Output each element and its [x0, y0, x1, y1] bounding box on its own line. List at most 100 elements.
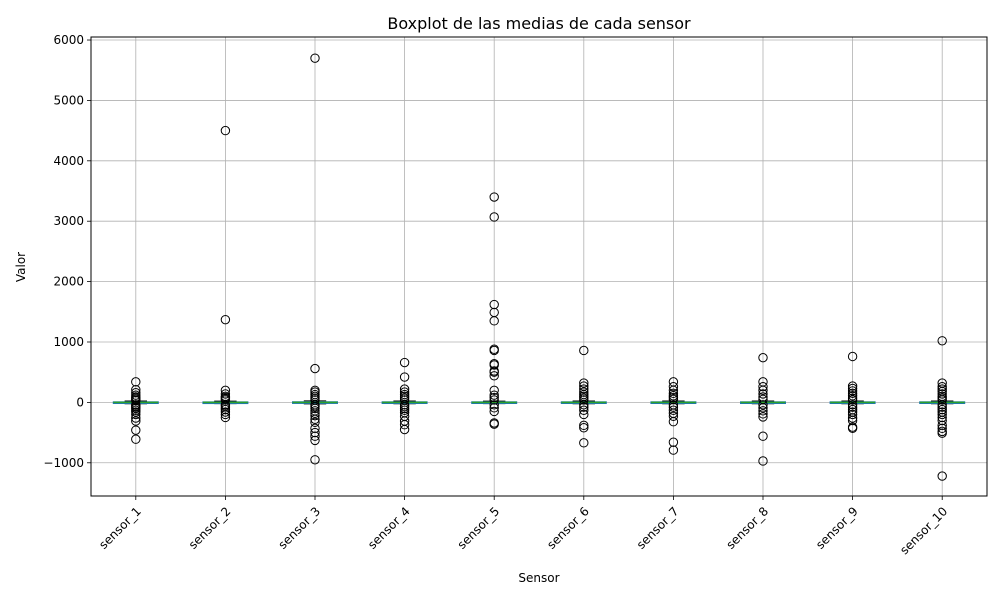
outlier-point [847, 391, 858, 401]
outlier-point [668, 388, 679, 399]
outlier-point [847, 415, 858, 426]
outlier-point [937, 428, 947, 438]
outlier-point [399, 420, 410, 430]
outlier-point [758, 409, 768, 419]
outlier-point [310, 417, 320, 428]
outlier-point [310, 387, 320, 397]
outlier-point [937, 402, 947, 412]
outlier-point [399, 387, 410, 397]
outlier-point [489, 367, 499, 377]
outlier-point [579, 405, 589, 415]
outlier-point [579, 384, 589, 394]
outlier-point [579, 438, 589, 448]
outlier-point [668, 402, 679, 412]
outlier-point [937, 395, 947, 405]
outlier-point [310, 403, 320, 414]
outlier-point [758, 352, 768, 363]
outlier-point [758, 400, 768, 410]
outlier-point [668, 394, 679, 405]
outlier-point [937, 400, 947, 410]
outlier-point [489, 419, 499, 429]
outlier-point [847, 386, 858, 396]
plot-area [112, 53, 966, 481]
outlier-point [220, 409, 231, 420]
y-tick-label: 6000 [53, 33, 84, 47]
outlier-point [847, 423, 858, 434]
outlier-point [220, 395, 231, 405]
outlier-point [489, 400, 499, 410]
y-tick-label: 1000 [53, 335, 84, 349]
plot-frame [90, 36, 988, 497]
outlier-point [310, 414, 320, 424]
outlier-point [847, 400, 858, 410]
outlier-point [489, 192, 499, 202]
box-sensor_1 [112, 377, 159, 444]
y-tick-label: 0 [76, 395, 84, 409]
outlier-point [220, 407, 231, 417]
outlier-point [220, 125, 231, 136]
outlier-point [668, 417, 679, 427]
y-tick-label: 5000 [53, 93, 84, 107]
outlier-point [668, 411, 679, 421]
outlier-point [489, 403, 499, 413]
outlier-point [937, 336, 947, 346]
outlier-point [310, 410, 320, 421]
outlier-point [489, 406, 499, 417]
outlier-point [937, 420, 947, 431]
box-sensor_6 [560, 345, 607, 448]
outlier-point [937, 389, 947, 399]
outlier-point [847, 409, 858, 420]
outlier-point [847, 381, 858, 391]
outlier-point [131, 377, 141, 387]
outlier-point [399, 405, 410, 415]
outlier-point [579, 420, 589, 431]
outlier-point [399, 424, 410, 435]
outlier-point [131, 395, 141, 406]
outlier-point [310, 455, 320, 465]
box-sensor_3 [292, 53, 339, 465]
outlier-point [131, 416, 141, 426]
outlier-point [220, 404, 231, 415]
outlier-point [310, 435, 320, 446]
outlier-point [758, 381, 768, 392]
chart-title: Boxplot de las medias de cada sensor [387, 14, 691, 33]
outlier-point [579, 378, 589, 388]
outlier-point [131, 409, 141, 420]
outlier-point [489, 212, 499, 222]
outlier-point [937, 404, 947, 415]
outlier-point [847, 388, 858, 399]
outlier-point [579, 402, 589, 412]
box-sensor_8 [739, 352, 786, 466]
outlier-point [489, 390, 499, 400]
outlier-point [668, 381, 679, 392]
outlier-point [399, 357, 410, 368]
outlier-point [489, 345, 499, 356]
outlier-point [489, 316, 499, 326]
y-tick-label: 4000 [53, 154, 84, 168]
outlier-point [758, 431, 768, 441]
outlier-point [937, 415, 947, 426]
outlier-point [131, 413, 141, 423]
box-sensor_9 [829, 351, 876, 434]
outlier-point [310, 363, 320, 374]
y-tick-label: 3000 [53, 214, 84, 228]
outlier-point [758, 456, 768, 466]
outlier-point [579, 400, 589, 410]
outlier-point [937, 381, 947, 392]
y-axis-ticks: −1000 0 1000 2000 3000 4000 5000 6000 [43, 33, 91, 470]
y-tick-label: −1000 [43, 456, 84, 470]
outlier-point [489, 385, 499, 396]
outlier-point [310, 423, 320, 434]
box-sensor_10 [919, 336, 966, 481]
outlier-point [847, 351, 858, 362]
outlier-point [310, 431, 320, 441]
outlier-point [579, 387, 589, 397]
outlier-point [131, 425, 141, 435]
outlier-point [131, 407, 141, 417]
outlier-point [220, 412, 231, 423]
box-sensor_2 [202, 125, 249, 423]
outlier-point [310, 408, 320, 418]
outlier-point [489, 299, 499, 310]
